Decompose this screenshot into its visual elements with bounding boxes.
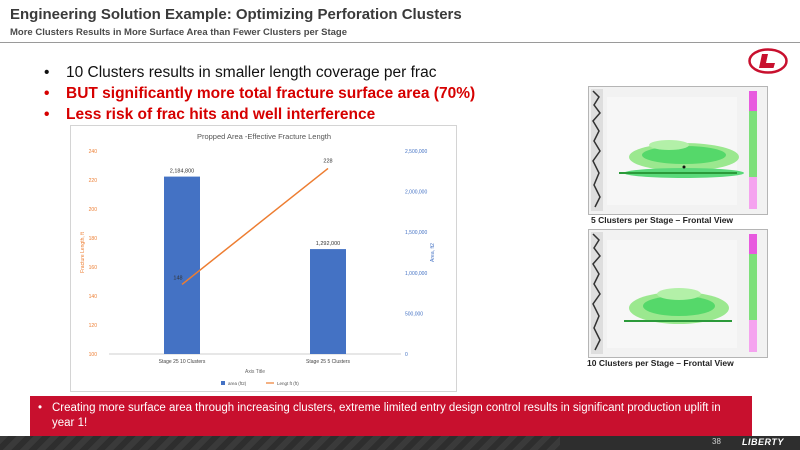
length-line xyxy=(181,167,329,285)
right-tick-label: 500,000 xyxy=(405,311,423,317)
left-tick-label: 120 xyxy=(89,323,98,329)
slide-subtitle: More Clusters Results in More Surface Ar… xyxy=(10,27,347,38)
bullet-surface-area: BUT significantly more total fracture su… xyxy=(38,84,475,105)
category-label: Stage 25 5 Clusters xyxy=(306,359,350,365)
bullet-list: 10 Clusters results in smaller length co… xyxy=(38,63,475,126)
left-axis-label: Fracture Length, ft xyxy=(80,231,86,272)
line-value-label: 228 xyxy=(323,158,332,164)
right-tick-label: 1,500,000 xyxy=(405,230,427,236)
conclusion-banner: • Creating more surface area through inc… xyxy=(30,396,752,436)
frac-simulation-5-clusters-icon xyxy=(589,87,767,214)
left-tick-label: 180 xyxy=(89,236,98,242)
area-bar xyxy=(310,249,346,354)
footer-pattern xyxy=(0,436,560,450)
footer-brand-logo: LIBERTY xyxy=(742,437,784,447)
left-tick-label: 160 xyxy=(89,265,98,271)
liberty-logo-icon xyxy=(748,48,788,74)
sim1-caption: 5 Clusters per Stage – Frontal View xyxy=(591,215,734,225)
legend-swatch-area xyxy=(221,381,225,385)
simulation-image-5-clusters xyxy=(588,86,768,215)
bar-value-label: 2,184,800 xyxy=(170,169,194,175)
sim2-caption: 10 Clusters per Stage – Frontal View xyxy=(587,358,734,368)
right-tick-label: 1,000,000 xyxy=(405,271,427,277)
legend-label-length: Lengt ft (ft) xyxy=(277,381,299,386)
left-tick-label: 200 xyxy=(89,207,98,213)
x-axis-title: Axis Title xyxy=(245,369,265,375)
bar-value-label: 1,292,000 xyxy=(316,241,340,247)
left-tick-label: 140 xyxy=(89,294,98,300)
simulation-image-10-clusters xyxy=(588,229,768,358)
legend-label-area: area (ft2) xyxy=(228,381,247,386)
bullet-frac-hits: Less risk of frac hits and well interfer… xyxy=(38,105,475,126)
left-tick-label: 220 xyxy=(89,178,98,184)
frac-simulation-10-clusters-icon xyxy=(589,230,767,357)
left-tick-label: 240 xyxy=(89,149,98,155)
chart-plot: Propped Area -Effective Fracture Length 1… xyxy=(80,132,436,386)
line-value-label: 148 xyxy=(173,275,182,281)
category-label: Stage 25 10 Clusters xyxy=(159,359,206,365)
right-tick-label: 0 xyxy=(405,352,408,358)
area-bar xyxy=(164,176,200,354)
right-axis-label: Area, ft2 xyxy=(430,243,436,262)
right-tick-label: 2,000,000 xyxy=(405,190,427,196)
slide-title: Engineering Solution Example: Optimizing… xyxy=(10,6,462,23)
banner-bullet: • xyxy=(38,402,43,414)
bullet-length-coverage: 10 Clusters results in smaller length co… xyxy=(38,63,475,84)
fracture-chart: Propped Area -Effective Fracture Length 1… xyxy=(70,125,457,392)
left-tick-label: 100 xyxy=(89,352,98,358)
banner-text: Creating more surface area through incre… xyxy=(52,402,721,429)
right-tick-label: 2,500,000 xyxy=(405,149,427,155)
chart-title: Propped Area -Effective Fracture Length xyxy=(197,132,331,141)
footer-bar: 38 LIBERTY xyxy=(0,436,800,450)
page-number: 38 xyxy=(712,437,721,446)
header-rule xyxy=(0,42,800,43)
